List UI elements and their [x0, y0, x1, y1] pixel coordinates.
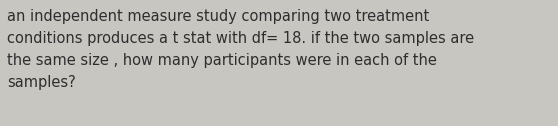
Text: an independent measure study comparing two treatment
conditions produces a t sta: an independent measure study comparing t… [7, 9, 474, 90]
